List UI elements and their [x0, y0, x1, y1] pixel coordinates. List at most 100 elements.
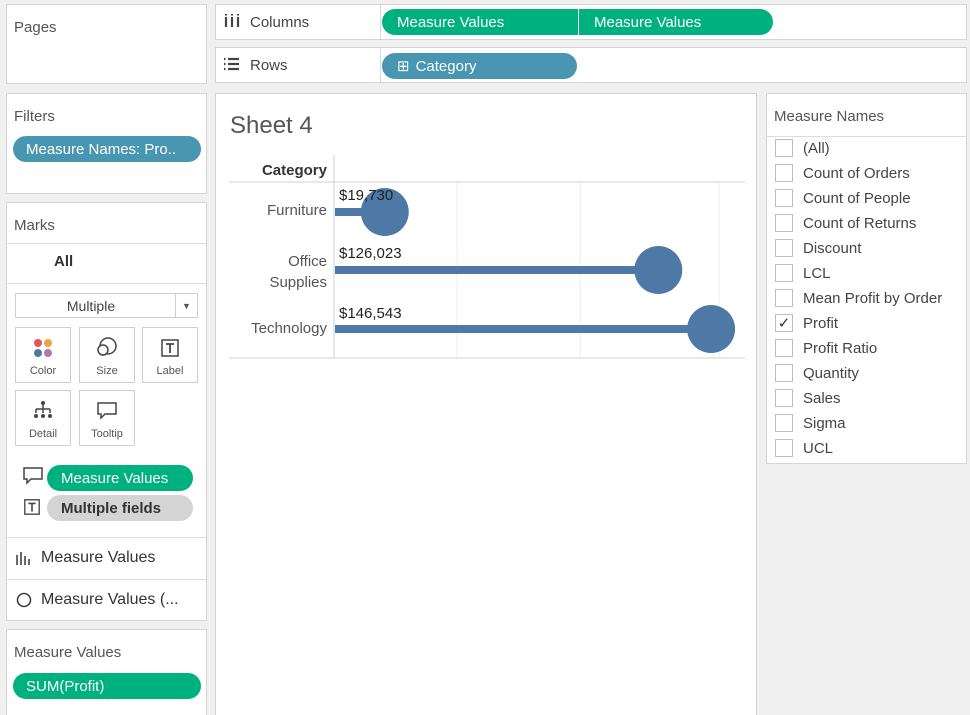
color-button-label: Color: [29, 365, 57, 377]
measure-name-item[interactable]: Profit Ratio: [775, 337, 877, 359]
checkbox[interactable]: [775, 164, 793, 182]
measure-name-item[interactable]: UCL: [775, 437, 833, 459]
chevron-down-icon: ▼: [175, 294, 197, 317]
size-icon: [80, 337, 134, 359]
marks-divider: [7, 579, 206, 580]
measure-name-item[interactable]: Sales: [775, 387, 841, 409]
card-divider: [767, 136, 966, 137]
measure-name-label: Discount: [803, 239, 862, 257]
checkbox[interactable]: [775, 289, 793, 307]
filter-pill-measure-names[interactable]: Measure Names: Pro..: [13, 136, 201, 162]
text-label-icon: [143, 337, 197, 359]
size-button-label: Size: [96, 365, 118, 377]
measure-name-label: Count of Returns: [803, 214, 917, 232]
measure-name-item[interactable]: Count of Orders: [775, 162, 910, 184]
checkbox[interactable]: [775, 439, 793, 457]
sheet-title: Sheet 4: [230, 112, 313, 139]
measure-name-label: Sigma: [803, 414, 846, 432]
row-label-line: Office: [288, 253, 327, 270]
measure-name-label: Profit: [803, 314, 839, 332]
bar-chart-icon: [15, 550, 31, 566]
checkbox[interactable]: [775, 239, 793, 257]
tooltip-button[interactable]: Tooltip: [79, 390, 135, 446]
bar-mark: [335, 266, 659, 274]
label-button-label: Label: [156, 365, 184, 377]
tooltip-field-pill[interactable]: Measure Values: [47, 465, 193, 491]
rows-pill-label: Category: [415, 57, 477, 75]
measure-values-title: Measure Values: [14, 644, 122, 661]
measure-name-item[interactable]: Count of Returns: [775, 212, 916, 234]
measure-name-item[interactable]: Discount: [775, 237, 861, 259]
rows-shelf[interactable]: Rows ⊞ Category: [215, 47, 967, 83]
size-button[interactable]: Size: [79, 327, 135, 383]
mark-type-dropdown[interactable]: Multiple ▼: [15, 293, 198, 318]
label-field-pill[interactable]: Multiple fields: [47, 495, 193, 521]
measure-values-pill[interactable]: SUM(Profit): [13, 673, 201, 699]
columns-shelf-label: Columns: [216, 5, 381, 39]
measure-name-item[interactable]: ✓ Profit: [775, 312, 838, 334]
checkbox[interactable]: [775, 264, 793, 282]
data-label-office-supplies: $126,023: [339, 245, 402, 262]
checkbox[interactable]: [775, 389, 793, 407]
checkbox[interactable]: [775, 139, 793, 157]
color-button[interactable]: Color: [15, 327, 71, 383]
label-field-label: Multiple fields: [61, 499, 162, 517]
measure-name-item[interactable]: Count of People: [775, 187, 911, 209]
marks-card-bar-label: Measure Values: [41, 549, 156, 566]
row-label-line: Furniture: [266, 202, 327, 219]
rows-shelf-label: Rows: [216, 48, 381, 82]
checkbox[interactable]: [775, 339, 793, 357]
marks-divider: [7, 283, 206, 284]
columns-pill-2[interactable]: Measure Values: [579, 9, 773, 35]
bar-mark: [335, 208, 385, 216]
measure-name-label: Count of People: [803, 189, 911, 207]
measure-name-item[interactable]: Quantity: [775, 362, 859, 384]
checkbox[interactable]: [775, 364, 793, 382]
marks-card: Marks All Multiple ▼ Color Size Label De…: [6, 202, 207, 621]
measure-name-item[interactable]: LCL: [775, 262, 831, 284]
checkbox[interactable]: [775, 189, 793, 207]
row-label-furniture: Furniture: [230, 202, 327, 219]
circle-mark: [634, 246, 683, 294]
marks-card-circle[interactable]: Measure Values (...: [15, 589, 179, 611]
bar-mark: [335, 325, 712, 333]
columns-pill-1[interactable]: Measure Values: [382, 9, 578, 35]
columns-pill-1-label: Measure Values: [397, 13, 505, 31]
speech-bubble-icon: [80, 400, 134, 422]
view-area: Sheet 4 Category Furniture Office Suppli…: [215, 93, 757, 715]
category-header: Category: [261, 162, 327, 179]
checkbox[interactable]: ✓: [775, 314, 793, 332]
expand-icon[interactable]: ⊞: [397, 58, 410, 75]
measure-names-title: Measure Names: [774, 108, 885, 125]
measure-name-item[interactable]: (All): [775, 137, 830, 159]
measure-name-label: Quantity: [803, 364, 859, 382]
circle-icon: [15, 591, 33, 609]
text-label-icon: [23, 498, 41, 521]
filters-shelf[interactable]: Filters Measure Names: Pro..: [6, 93, 207, 194]
filter-pill-label: Measure Names: Pro..: [26, 140, 177, 158]
label-button[interactable]: Label: [142, 327, 198, 383]
rows-label: Rows: [250, 56, 288, 74]
measure-values-pill-label: SUM(Profit): [26, 677, 105, 695]
measure-name-label: UCL: [803, 439, 834, 457]
checkbox[interactable]: [775, 214, 793, 232]
marks-divider: [7, 537, 206, 538]
marks-card-bar[interactable]: Measure Values: [15, 547, 155, 569]
marks-tab-all[interactable]: All: [54, 253, 74, 270]
row-label-office-supplies: Office Supplies: [230, 251, 327, 293]
rows-pill-category[interactable]: ⊞ Category: [382, 53, 577, 79]
pages-shelf[interactable]: Pages: [6, 4, 207, 84]
data-label-furniture: $19,730: [339, 187, 394, 204]
measure-name-item[interactable]: Sigma: [775, 412, 846, 434]
measure-name-item[interactable]: Mean Profit by Order: [775, 287, 942, 309]
chart-svg: [229, 155, 745, 359]
columns-shelf[interactable]: Columns Measure Values Measure Values: [215, 4, 967, 40]
checkbox[interactable]: [775, 414, 793, 432]
marks-divider: [7, 243, 206, 244]
measure-name-label: Profit Ratio: [803, 339, 878, 357]
rows-icon: [224, 57, 242, 74]
speech-bubble-icon: [22, 466, 44, 491]
detail-button[interactable]: Detail: [15, 390, 71, 446]
columns-icon: [224, 13, 242, 31]
measure-values-shelf[interactable]: Measure Values SUM(Profit): [6, 629, 207, 715]
